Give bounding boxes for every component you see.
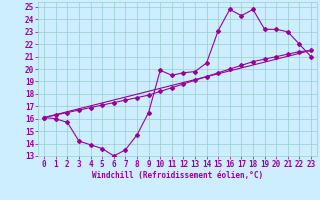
X-axis label: Windchill (Refroidissement éolien,°C): Windchill (Refroidissement éolien,°C) <box>92 171 263 180</box>
